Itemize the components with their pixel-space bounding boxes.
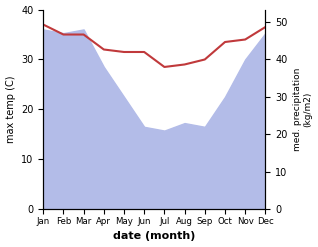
X-axis label: date (month): date (month) [113, 231, 196, 242]
Y-axis label: med. precipitation
(kg/m2): med. precipitation (kg/m2) [293, 68, 313, 151]
Y-axis label: max temp (C): max temp (C) [5, 76, 16, 143]
